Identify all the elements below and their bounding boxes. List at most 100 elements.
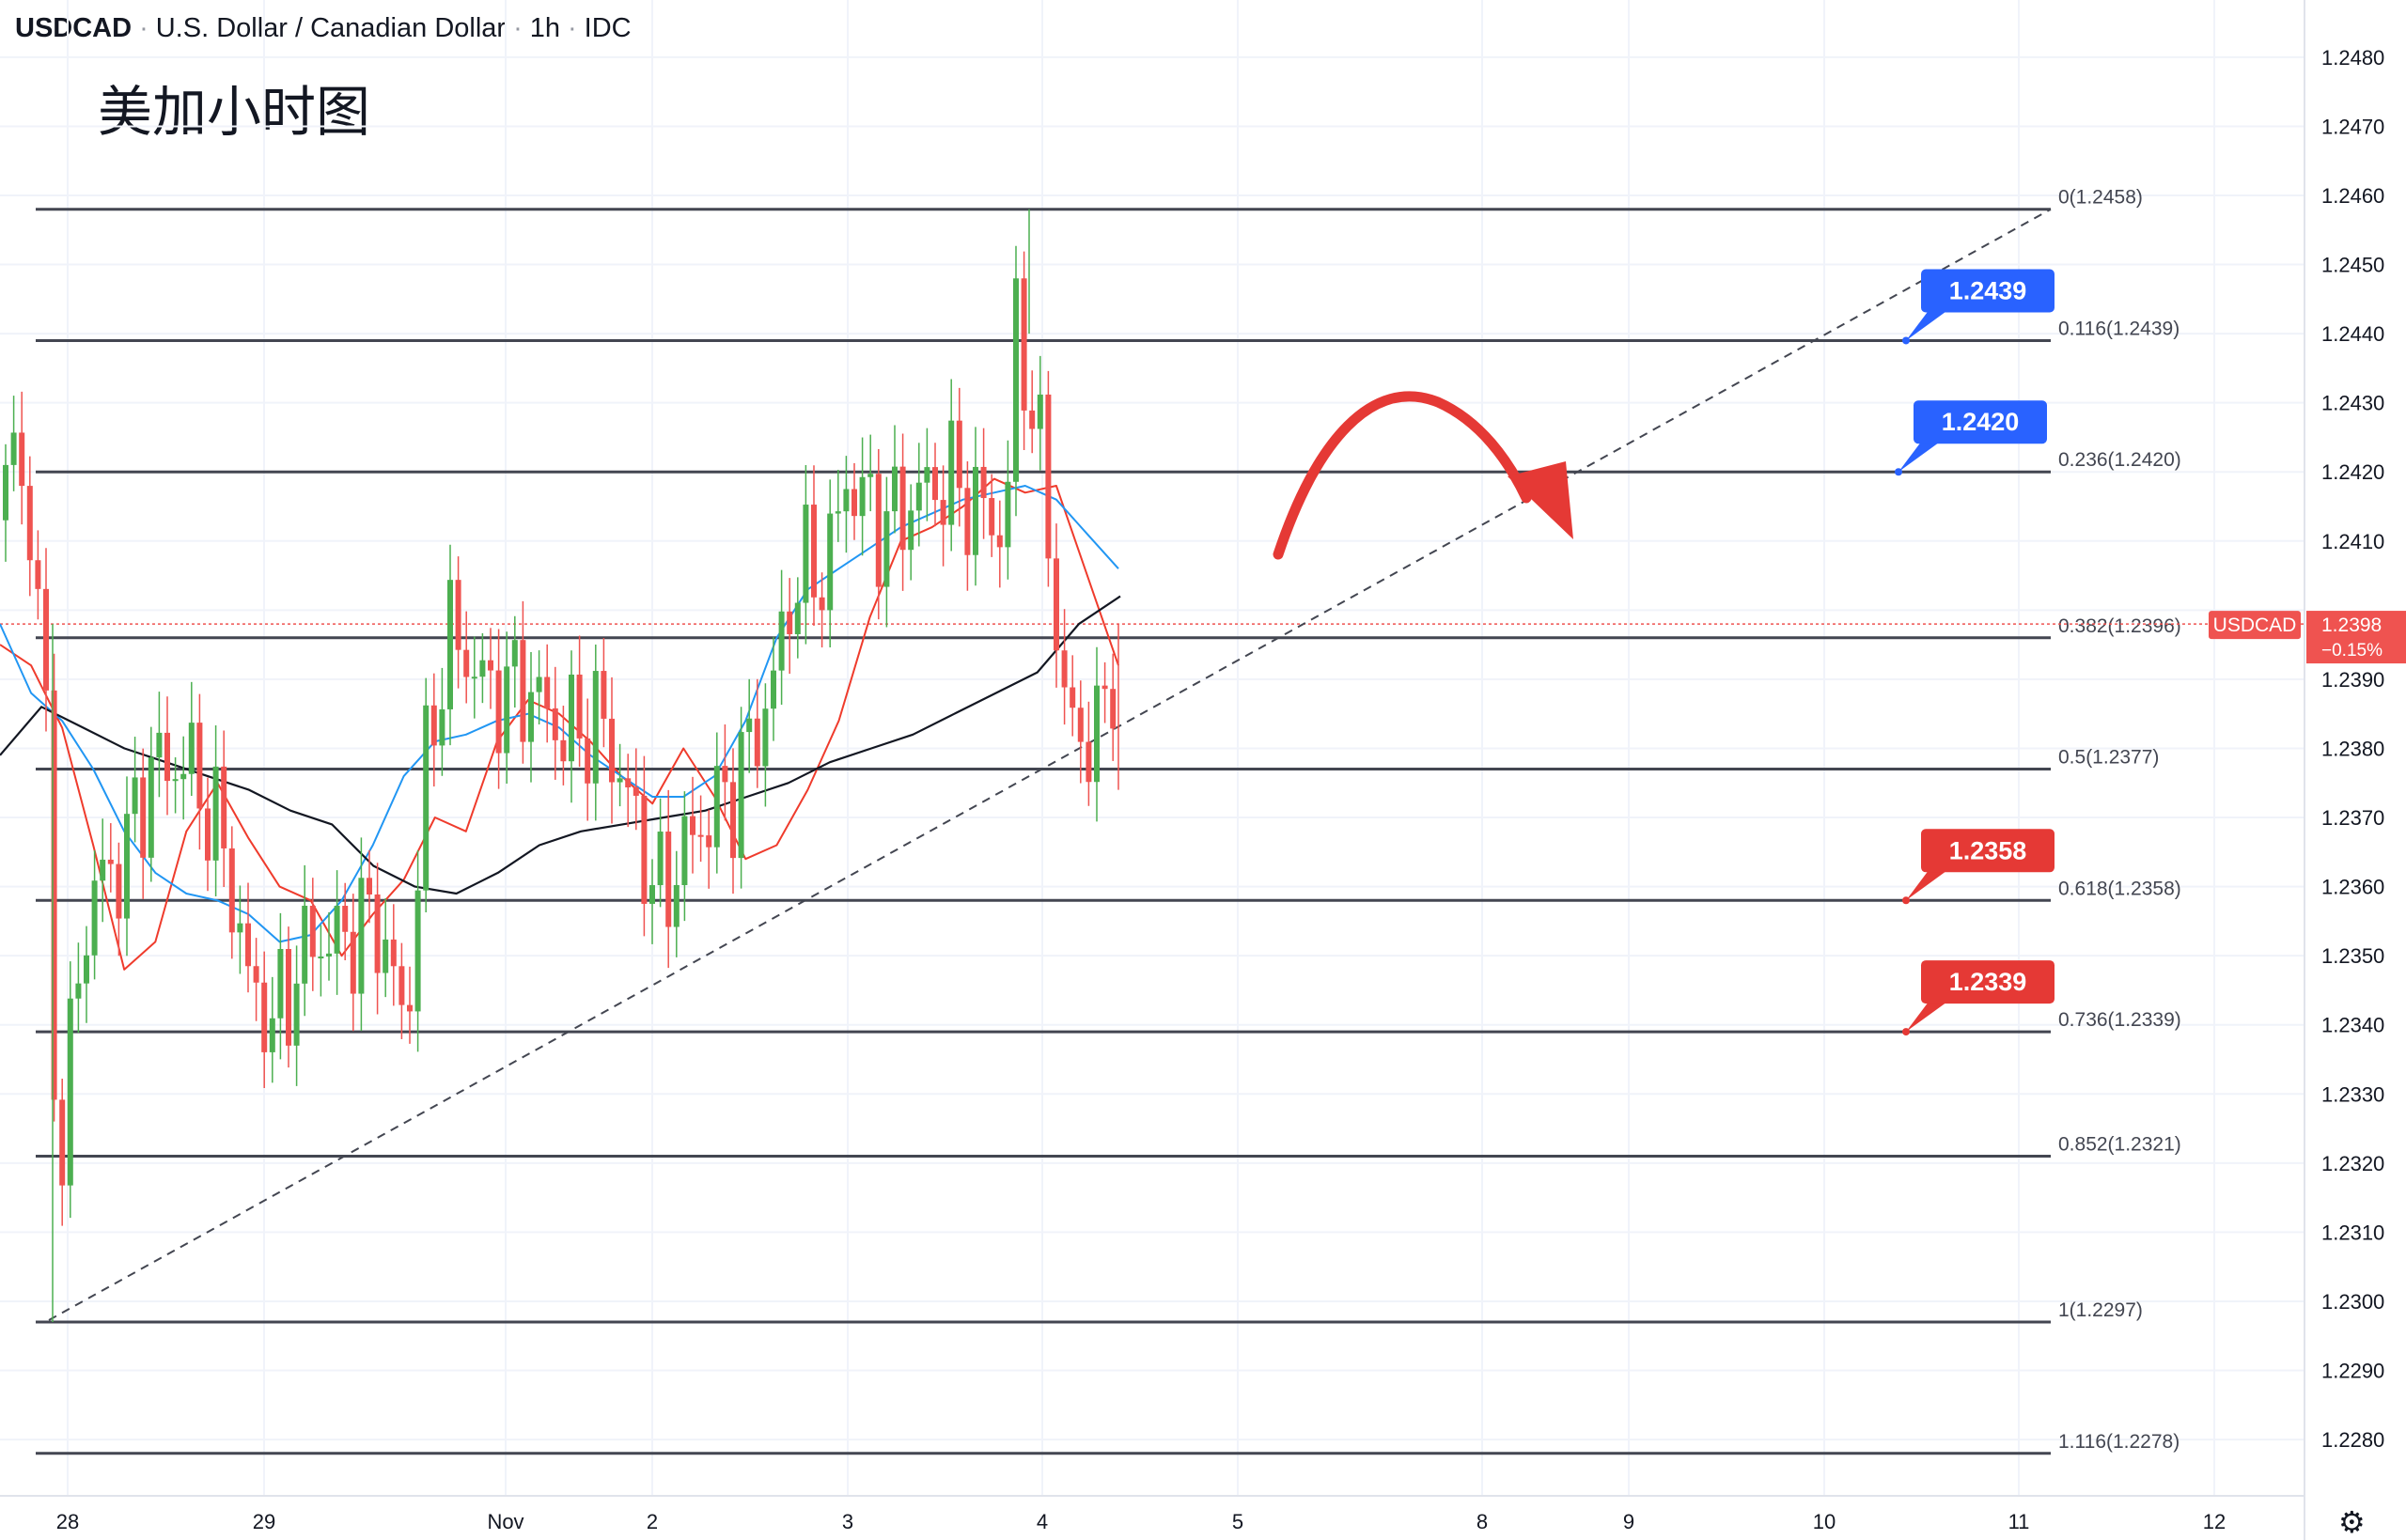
candle-body bbox=[665, 832, 672, 927]
trendline bbox=[48, 208, 2052, 1321]
callout-pointer bbox=[1906, 310, 1947, 341]
candle-body bbox=[827, 513, 834, 611]
candle-body bbox=[973, 466, 978, 555]
price-tick-label: 1.2300 bbox=[2321, 1290, 2384, 1314]
fib-label: 0.618(1.2358) bbox=[2058, 878, 2181, 899]
price-tick-label: 1.2380 bbox=[2321, 737, 2384, 760]
candle-body bbox=[1101, 685, 1108, 690]
candle-body bbox=[803, 505, 809, 603]
price-tick-label: 1.2480 bbox=[2321, 46, 2384, 70]
candle-body bbox=[730, 782, 736, 859]
candle-body bbox=[10, 432, 17, 465]
symbol-badge bbox=[2209, 611, 2301, 640]
instrument-name: U.S. Dollar / Canadian Dollar bbox=[155, 13, 507, 43]
candle-body bbox=[948, 420, 955, 525]
candle-body bbox=[67, 998, 73, 1186]
candle-body bbox=[1029, 410, 1036, 429]
forecast-arrow bbox=[1273, 391, 1532, 560]
candle-body bbox=[245, 923, 251, 967]
candle-body bbox=[762, 708, 769, 767]
candle-body bbox=[293, 983, 300, 1046]
fib-label: 0(1.2458) bbox=[2058, 187, 2143, 209]
candle-body bbox=[374, 894, 381, 973]
candle-body bbox=[980, 466, 987, 499]
time-tick-label: 9 bbox=[1623, 1510, 1634, 1533]
candle-body bbox=[585, 738, 591, 784]
time-tick-label: 10 bbox=[1813, 1510, 1836, 1533]
candle-body bbox=[447, 580, 453, 709]
price-tick-label: 1.2410 bbox=[2321, 530, 2384, 553]
candle-body bbox=[657, 832, 664, 886]
forecast-arrow-group bbox=[1273, 391, 1573, 560]
candle-body bbox=[1037, 394, 1043, 429]
price-tick-label: 1.2310 bbox=[2321, 1221, 2384, 1244]
candle-body bbox=[746, 718, 753, 733]
callout-box bbox=[1921, 960, 2054, 1004]
candle-body bbox=[156, 732, 163, 758]
candle-body bbox=[1021, 278, 1027, 411]
candle-body bbox=[43, 588, 49, 691]
candle-body bbox=[495, 670, 502, 754]
candle-body bbox=[681, 816, 688, 886]
candle-body bbox=[277, 948, 284, 1019]
callout-label: 1.2420 bbox=[1942, 408, 2020, 436]
callout-pointer bbox=[1898, 442, 1940, 473]
candle-body bbox=[471, 677, 477, 679]
callout-anchor bbox=[1902, 336, 1910, 345]
candle-body bbox=[875, 474, 882, 587]
candle-body bbox=[915, 482, 922, 511]
price-tick-label: 1.2280 bbox=[2321, 1428, 2384, 1452]
gear-icon[interactable]: ⚙ bbox=[2338, 1504, 2366, 1540]
candle-body bbox=[787, 611, 793, 634]
candle-body bbox=[455, 580, 461, 650]
candle-body bbox=[318, 957, 324, 959]
callout-label: 1.2358 bbox=[1949, 836, 2027, 864]
data-source-label: IDC bbox=[584, 13, 632, 43]
candle-body bbox=[334, 906, 340, 954]
candle-body bbox=[528, 692, 534, 742]
fib-label: 1.116(1.2278) bbox=[2058, 1431, 2179, 1453]
candle-body bbox=[358, 878, 365, 994]
candle-body bbox=[100, 859, 106, 881]
candle-body bbox=[51, 690, 57, 1100]
price-badge-value: 1.2398 bbox=[2321, 614, 2382, 636]
price-labels: 1.2439 1.2420 1.2358 1.2339 bbox=[1895, 269, 2054, 1036]
fib-label: 0.382(1.2396) bbox=[2058, 615, 2181, 637]
price-tick-label: 1.2450 bbox=[2321, 254, 2384, 277]
callout-pointer bbox=[1906, 870, 1947, 901]
price-tick-label: 1.2430 bbox=[2321, 392, 2384, 415]
price-callout: 1.2339 bbox=[1902, 960, 2054, 1036]
candle-body bbox=[617, 778, 623, 783]
candle-body bbox=[843, 489, 850, 512]
price-tick-label: 1.2370 bbox=[2321, 806, 2384, 830]
moving-averages bbox=[0, 477, 1121, 971]
candle-body bbox=[996, 535, 1003, 548]
candle-body bbox=[956, 420, 962, 489]
candle-body bbox=[690, 816, 695, 835]
symbol-label[interactable]: USDCAD bbox=[15, 13, 133, 43]
candle-body bbox=[26, 486, 33, 561]
candle-body bbox=[164, 732, 170, 782]
header-separator: · bbox=[513, 13, 523, 43]
candle-body bbox=[1086, 741, 1092, 783]
candle-body bbox=[221, 766, 227, 848]
candle-body bbox=[367, 878, 372, 894]
price-tick-label: 1.2440 bbox=[2321, 322, 2384, 346]
ma_mid-line bbox=[0, 485, 1119, 943]
candle-body bbox=[140, 777, 147, 858]
price-badge bbox=[2306, 611, 2406, 664]
candle-body bbox=[430, 705, 437, 746]
candle-body bbox=[544, 677, 551, 708]
time-tick-label: 3 bbox=[842, 1510, 853, 1533]
candle-body bbox=[560, 739, 567, 762]
interval-label[interactable]: 1h bbox=[529, 13, 560, 43]
fib-label: 0.5(1.2377) bbox=[2058, 747, 2159, 769]
candles bbox=[3, 209, 1119, 1323]
candle-body bbox=[302, 905, 308, 984]
candle-body bbox=[625, 778, 632, 788]
ma_fast-line bbox=[0, 477, 1119, 971]
callout-anchor bbox=[1902, 1028, 1910, 1036]
candle-body bbox=[326, 953, 332, 957]
candle-body bbox=[899, 466, 906, 551]
